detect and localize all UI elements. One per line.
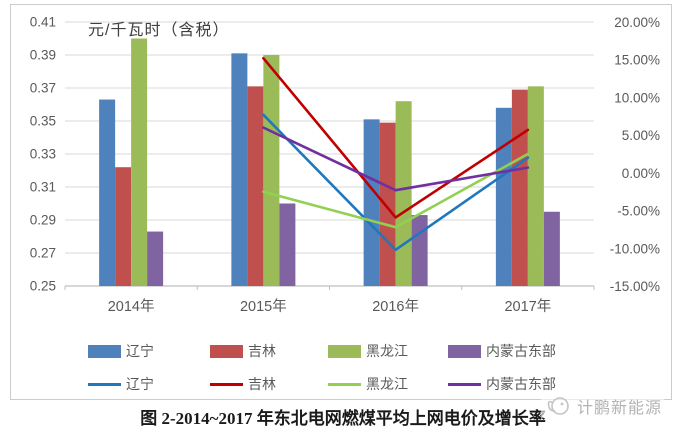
legend-item-line-heilongjiang[interactable]: 黑龙江 [328,374,408,394]
left-axis-tick-label: 0.33 [30,147,56,162]
right-axis-tick-label: 20.00% [614,15,660,30]
legend-item-line-neimenggudongbu[interactable]: 内蒙古东部 [448,374,556,394]
right-axis-tick-label: 10.00% [614,90,660,105]
axis-unit-title: 元/千瓦时（含税） [88,22,230,39]
bar-辽宁-2014年 [99,99,116,286]
left-axis-tick-label: 0.29 [30,213,56,228]
right-axis-tick-label: -5.00% [617,204,660,219]
bar-黑龙江-2017年 [527,86,544,286]
legend-item-bar-heilongjiang[interactable]: 黑龙江 [328,341,408,361]
bar-吉林-2016年 [379,122,396,287]
watermark-text: 计鹏新能源 [576,400,662,417]
legend-label: 内蒙古东部 [486,376,556,392]
bar-内蒙古东部-2016年 [411,215,428,286]
right-axis-tick-label: 15.00% [614,53,660,68]
bar-黑龙江-2016年 [395,101,412,286]
bar-辽宁-2016年 [363,119,380,286]
bar-吉林-2017年 [511,89,528,287]
legend-item-line-liaoning[interactable]: 辽宁 [88,374,154,394]
right-axis-tick-label: 0.00% [622,166,660,181]
legend-swatch-bar [88,344,121,358]
bar-黑龙江-2015年 [263,55,280,286]
x-axis-label: 2016年 [372,298,419,315]
legend-swatch-line [328,382,361,386]
left-axis-tick-label: 0.39 [30,48,56,63]
legend-label: 黑龙江 [366,343,408,359]
left-axis-tick-label: 0.41 [30,15,56,30]
left-axis-tick-label: 0.25 [30,279,56,294]
line-辽宁 [262,113,530,252]
legend-swatch-line [448,382,481,386]
combo-chart: 0.41 0.39 0.37 0.35 0.33 0.31 0.29 0.27 0.25 20.0… [30,15,660,316]
legend-item-bar-liaoning[interactable]: 辽宁 [88,341,154,361]
legend-label: 吉林 [248,376,276,392]
figure-caption: 图 2-2014~2017 年东北电网燃煤平均上网电价及增长率 [140,409,546,428]
bar-内蒙古东部-2017年 [543,211,560,286]
right-axis-tick-label: -15.00% [610,279,660,294]
bar-内蒙古东部-2014年 [147,231,164,286]
left-axis-tick-label: 0.31 [30,180,56,195]
legend-label: 吉林 [248,343,276,359]
legend-label: 辽宁 [126,343,154,359]
bar-内蒙古东部-2015年 [279,203,296,286]
left-axis-tick-label: 0.35 [30,114,56,129]
legend-label: 辽宁 [126,376,154,392]
bar-吉林-2014年 [115,167,132,286]
right-axis-tick-label: 5.00% [622,128,660,143]
legend-swatch-bar [448,344,481,358]
left-axis-tick-label: 0.27 [30,246,56,261]
line-内蒙古东部 [262,126,530,192]
line-黑龙江 [262,152,530,229]
bar-辽宁-2015年 [231,53,248,286]
legend-swatch-bar [328,344,361,358]
x-axis-label: 2014年 [108,298,155,315]
x-axis-label: 2015年 [240,298,287,315]
left-axis-tick-label: 0.37 [30,81,56,96]
watermark: 计鹏新能源 [540,394,664,418]
line-吉林 [262,56,530,219]
legend-swatch-line [88,382,121,386]
legend-label: 内蒙古东部 [486,343,556,359]
bar-黑龙江-2014年 [131,38,148,286]
legend-item-line-jilin[interactable]: 吉林 [210,374,276,394]
legend-item-bar-jilin[interactable]: 吉林 [210,341,276,361]
legend-swatch-bar [210,344,243,358]
bar-辽宁-2017年 [495,107,512,286]
x-axis-label: 2017年 [504,298,551,315]
legend-label: 黑龙江 [366,376,408,392]
jipeng-logo-icon [547,397,569,415]
legend-item-bar-neimenggudongbu[interactable]: 内蒙古东部 [448,341,556,361]
legend-swatch-line [210,382,243,386]
right-axis-tick-label: -10.00% [610,241,660,256]
bar-吉林-2015年 [247,86,264,286]
